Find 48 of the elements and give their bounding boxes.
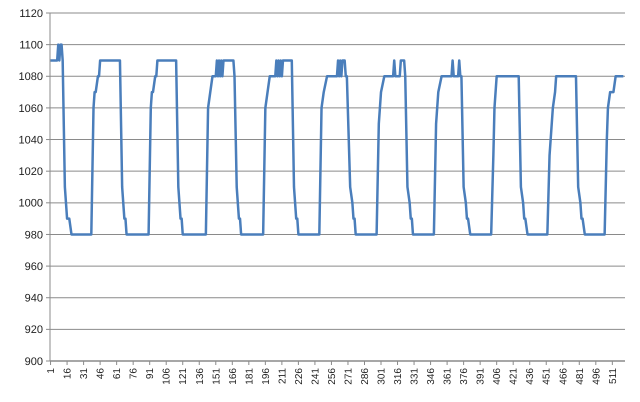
x-tick-label: 166: [228, 368, 239, 385]
x-tick-label: 241: [310, 368, 322, 385]
x-tick-label: 481: [574, 368, 586, 385]
x-tick-label: 181: [244, 368, 256, 385]
x-tick-label: 16: [62, 368, 74, 380]
x-tick-label: 256: [326, 368, 338, 385]
x-tick-label: 136: [194, 368, 206, 385]
y-tick-label: 1100: [19, 39, 43, 52]
y-tick-label: 960: [24, 260, 43, 273]
y-tick-label: 1120: [19, 8, 43, 20]
y-tick-label: 1080: [18, 71, 43, 84]
x-tick-label: 106: [162, 368, 173, 385]
y-tick-label: 1060: [18, 102, 43, 115]
x-tick-label: 61: [112, 368, 124, 380]
y-tick-label: 920: [24, 324, 43, 336]
x-tick-label: 271: [343, 368, 354, 385]
x-tick-label: 301: [376, 368, 388, 385]
x-tick-label: 346: [426, 368, 438, 385]
y-tick-label: 1040: [18, 134, 43, 146]
x-tick-label: 466: [558, 368, 570, 385]
x-tick-label: 211: [277, 368, 288, 384]
x-tick-label: 316: [393, 368, 404, 385]
x-tick-label: 421: [508, 368, 520, 385]
x-tick-label: 436: [525, 368, 536, 385]
x-tick-label: 391: [476, 368, 487, 385]
x-tick-label: 286: [360, 368, 371, 385]
y-tick-label: 940: [24, 292, 43, 305]
y-tick-label: 900: [24, 356, 43, 368]
x-tick-label: 361: [442, 368, 454, 385]
x-tick-label: 331: [410, 368, 421, 385]
x-tick-label: 406: [492, 368, 504, 385]
x-tick-label: 376: [459, 368, 470, 385]
line-series: [49, 43, 625, 236]
x-tick-label: 151: [211, 368, 222, 385]
x-tick-label: 226: [294, 368, 305, 385]
x-tick-label: 46: [96, 368, 107, 380]
x-tick-label: 91: [145, 368, 156, 380]
x-tick-label: 496: [591, 368, 602, 385]
x-tick-label: 31: [79, 368, 90, 380]
y-tick-label: 1020: [18, 166, 43, 178]
x-tick-label: 1: [46, 368, 58, 374]
x-tick-label: 196: [260, 368, 272, 385]
x-tick-label: 511: [608, 368, 619, 384]
x-tick-label: 451: [542, 368, 553, 385]
y-tick-label: 980: [24, 229, 43, 242]
y-tick-label: 1000: [18, 198, 43, 210]
x-tick-label: 76: [128, 368, 140, 380]
x-tick-label: 121: [178, 368, 190, 385]
